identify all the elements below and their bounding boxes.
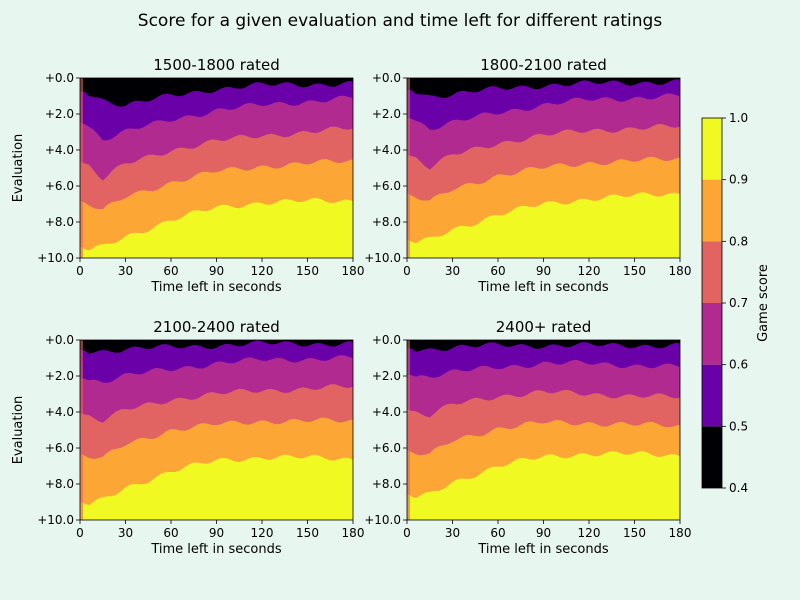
edge-strip (407, 78, 410, 258)
y-tick-label: +10.0 (364, 251, 401, 265)
x-tick-label: 60 (490, 526, 505, 540)
panel-title: 2400+ rated (496, 318, 592, 336)
y-tick-label: +10.0 (37, 513, 74, 527)
x-tick-label: 30 (445, 264, 460, 278)
x-tick-label: 30 (118, 526, 133, 540)
y-tick-label: +4.0 (372, 405, 401, 419)
x-axis-label: Time left in seconds (477, 542, 608, 557)
y-tick-label: +4.0 (45, 405, 74, 419)
x-axis-label: Time left in seconds (150, 280, 281, 295)
contour-fill (80, 340, 353, 520)
x-tick-label: 180 (342, 264, 365, 278)
y-tick-label: +10.0 (364, 513, 401, 527)
x-axis-label: Time left in seconds (150, 542, 281, 557)
colorbar-swatch (702, 179, 722, 242)
x-tick-label: 60 (490, 264, 505, 278)
x-tick-label: 0 (76, 526, 84, 540)
y-tick-label: +2.0 (45, 369, 74, 383)
panels: 1500-1800 rated 0 30 60 90 120 150 180 +0.0 +2.0 +… (11, 56, 691, 557)
x-tick-label: 150 (296, 264, 319, 278)
colorbar-tick-label: 0.8 (729, 234, 748, 248)
y-tick-label: +2.0 (372, 369, 401, 383)
x-tick-label: 90 (209, 264, 224, 278)
y-tick-label: +10.0 (37, 251, 74, 265)
heatmap-panel-1: 1500-1800 rated 0 30 60 90 120 150 180 +0.0 +2.0 +… (11, 56, 364, 295)
heatmap-panel-2: 1800-2100 rated 0 30 60 90 120 150 180 +0.0 +2.0 +… (364, 56, 691, 295)
y-tick-label: +8.0 (372, 215, 401, 229)
edge-strip (80, 78, 83, 258)
contour-band-5 (80, 454, 353, 520)
x-tick-label: 0 (403, 526, 411, 540)
y-tick-label: +6.0 (45, 441, 74, 455)
y-tick-label: +4.0 (372, 143, 401, 157)
colorbar-tick-label: 0.6 (729, 358, 748, 372)
y-tick-label: +8.0 (45, 477, 74, 491)
y-tick-label: +6.0 (45, 179, 74, 193)
contour-fill (407, 340, 680, 520)
panel-title: 1500-1800 rated (153, 56, 280, 74)
colorbar-swatch (702, 426, 722, 488)
y-axis-label: Evaluation (11, 396, 26, 465)
edge-strip (80, 340, 83, 520)
panel-title: 1800-2100 rated (480, 56, 607, 74)
y-tick-label: +0.0 (45, 71, 74, 85)
y-tick-label: +6.0 (372, 441, 401, 455)
colorbar-swatch (702, 364, 722, 427)
x-tick-label: 180 (342, 526, 365, 540)
colorbar-swatch (702, 241, 722, 303)
x-tick-label: 150 (296, 526, 319, 540)
x-axis-label: Time left in seconds (477, 280, 608, 295)
colorbar: 0.4 0.5 0.6 0.7 0.8 0.9 1.0 Game score (701, 111, 771, 495)
contour-fill (407, 78, 680, 258)
y-tick-label: +2.0 (45, 107, 74, 121)
contour-band-5 (407, 192, 680, 258)
x-tick-label: 0 (403, 264, 411, 278)
x-tick-label: 60 (163, 264, 178, 278)
colorbar-tick-label: 0.4 (729, 481, 748, 495)
y-axis-label: Evaluation (11, 134, 26, 203)
y-tick-label: +4.0 (45, 143, 74, 157)
x-tick-label: 150 (623, 264, 646, 278)
colorbar-label: Game score (756, 264, 771, 342)
x-tick-label: 90 (209, 526, 224, 540)
x-tick-label: 180 (669, 526, 692, 540)
x-tick-label: 180 (669, 264, 692, 278)
y-tick-label: +0.0 (372, 71, 401, 85)
colorbar-tick-label: 0.9 (729, 173, 748, 187)
y-tick-label: +8.0 (45, 215, 74, 229)
colorbar-swatch (702, 118, 722, 180)
x-tick-label: 120 (251, 264, 274, 278)
figure-title: Score for a given evaluation and time le… (138, 11, 663, 31)
contour-band-5 (407, 451, 680, 520)
contour-fill (80, 78, 353, 258)
x-tick-label: 90 (536, 526, 551, 540)
x-tick-label: 60 (163, 526, 178, 540)
x-tick-label: 0 (76, 264, 84, 278)
colorbar-swatch (702, 303, 722, 365)
contour-band-5 (80, 198, 353, 258)
y-tick-label: +6.0 (372, 179, 401, 193)
y-tick-label: +8.0 (372, 477, 401, 491)
y-tick-label: +0.0 (45, 333, 74, 347)
x-tick-label: 30 (445, 526, 460, 540)
colorbar-tick-label: 1.0 (729, 111, 748, 125)
edge-strip (407, 340, 410, 520)
x-tick-label: 120 (251, 526, 274, 540)
x-tick-label: 120 (578, 264, 601, 278)
x-tick-label: 30 (118, 264, 133, 278)
y-tick-label: +0.0 (372, 333, 401, 347)
x-tick-label: 150 (623, 526, 646, 540)
colorbar-tick-label: 0.7 (729, 296, 748, 310)
heatmap-panel-4: 2400+ rated 0 30 60 90 120 150 180 +0.0 +2.0 +4.0 +… (364, 318, 691, 557)
x-tick-label: 90 (536, 264, 551, 278)
panel-title: 2100-2400 rated (153, 318, 280, 336)
x-tick-label: 120 (578, 526, 601, 540)
colorbar-tick-label: 0.5 (729, 419, 748, 433)
y-tick-label: +2.0 (372, 107, 401, 121)
heatmap-panel-3: 2100-2400 rated 0 30 60 90 120 150 180 +0.0 +2.0 +… (11, 318, 364, 557)
